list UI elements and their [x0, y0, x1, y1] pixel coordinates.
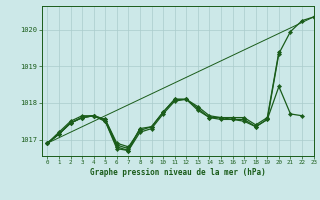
X-axis label: Graphe pression niveau de la mer (hPa): Graphe pression niveau de la mer (hPa): [90, 168, 266, 177]
